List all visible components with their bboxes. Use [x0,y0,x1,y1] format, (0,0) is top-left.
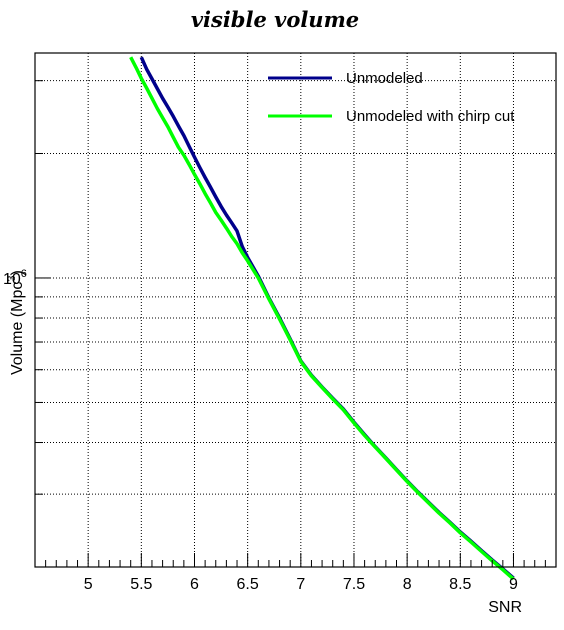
y-axis-label-prefix: Volume (Mpc [9,282,26,375]
y-axis-label: Volume (Mpc3) [6,270,26,375]
y-major-tick-base: 10 [3,271,21,288]
legend-label-chirp-cut: Unmodeled with chirp cut [346,108,515,125]
chart-title: visible volume [191,7,359,32]
x-tick-label: 8.5 [449,576,471,593]
series-group [129,56,515,581]
x-tick-label: 8 [403,576,412,593]
x-tick-label: 6.5 [237,576,259,593]
x-tick-label: 5 [84,576,93,593]
legend-label-unmodeled: Unmodeled [346,70,423,87]
y-axis [35,80,51,568]
x-axis: 5 5.5 6 6.5 7 7.5 8 8.5 9 [45,553,557,593]
y-axis-label-exponent: 3 [6,276,18,282]
legend: Unmodeled Unmodeled with chirp cut [268,70,515,125]
x-tick-label: 9 [509,576,518,593]
x-tick-label: 6 [190,576,199,593]
y-axis-label-suffix: ) [9,270,26,275]
x-axis-label: SNR [488,599,522,616]
x-tick-label: 7 [296,576,305,593]
plot-frame [34,52,557,568]
x-tick-label: 7.5 [343,576,365,593]
y-major-tick-exponent: 6 [21,268,27,280]
grid [35,53,556,568]
series-line-chirp-cut [129,56,515,581]
y-major-tick-label: 106 [3,268,27,288]
x-tick-label: 5.5 [130,576,152,593]
